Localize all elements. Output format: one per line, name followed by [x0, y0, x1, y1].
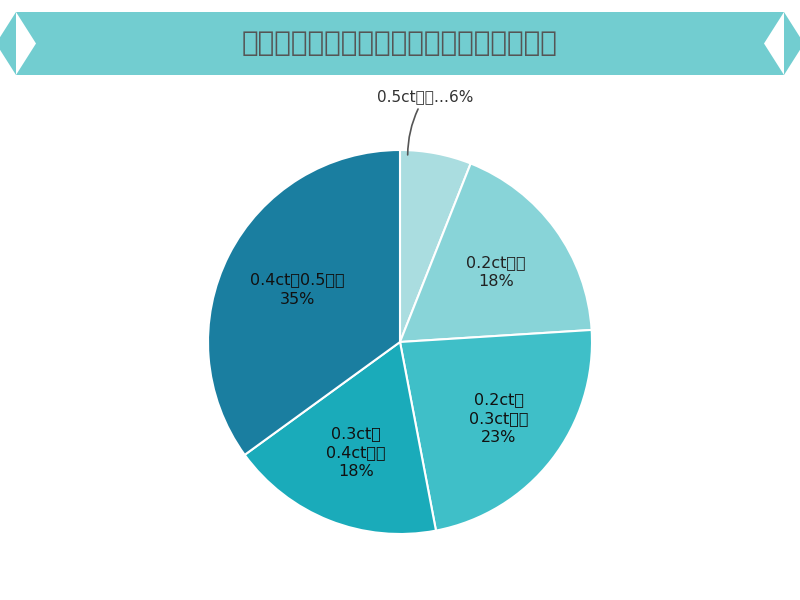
Wedge shape [400, 150, 470, 342]
Text: 0.2ct未満
18%: 0.2ct未満 18% [466, 255, 526, 289]
Wedge shape [245, 342, 436, 534]
Wedge shape [208, 150, 400, 455]
Text: 0.4ct～0.5未満
35%: 0.4ct～0.5未満 35% [250, 272, 345, 307]
Text: 婚約指輪のダイヤモンドのカラット数は？: 婚約指輪のダイヤモンドのカラット数は？ [242, 29, 558, 58]
Wedge shape [400, 330, 592, 530]
Wedge shape [400, 163, 592, 342]
Text: 0.3ct～
0.4ct未満
18%: 0.3ct～ 0.4ct未満 18% [326, 426, 386, 479]
Text: 0.2ct～
0.3ct未満
23%: 0.2ct～ 0.3ct未満 23% [469, 392, 528, 445]
Text: 0.5ct以上…6%: 0.5ct以上…6% [377, 89, 474, 155]
